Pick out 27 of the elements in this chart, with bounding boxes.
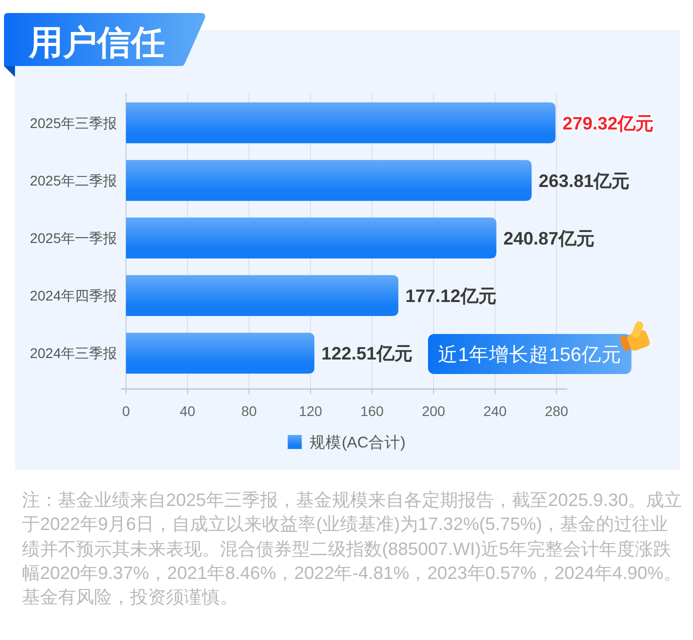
y-tick-label: 2025年二季报 — [30, 172, 117, 188]
bar — [126, 332, 314, 374]
bar — [126, 275, 398, 316]
x-tick-label: 280 — [544, 403, 568, 419]
x-tick-label: 200 — [422, 403, 446, 419]
chart-title: 用户信任 — [28, 24, 165, 62]
y-tick-label: 2024年四季报 — [30, 288, 117, 304]
x-tick-label: 240 — [483, 403, 507, 419]
data-label: 279.32亿元 — [562, 113, 654, 134]
bar — [126, 102, 556, 144]
data-label: 122.51亿元 — [321, 344, 412, 364]
annotation: 近1年增长超156亿元 — [438, 344, 622, 366]
bar — [126, 218, 496, 258]
data-label: 177.12亿元 — [405, 286, 496, 306]
bar — [126, 160, 532, 201]
x-tick-label: 40 — [180, 403, 196, 419]
x-tick-label: 120 — [298, 403, 322, 419]
y-tick-label: 2025年三季报 — [30, 114, 117, 131]
data-label: 263.81亿元 — [538, 170, 630, 191]
text: 注：基金业绩来自2025年三季报，基金规模来自各定期报告，截至2025.9.30。成立于2022年9月6日，自成立以来收益率(业绩基准)为17.32%(5.75%)，基金的过往业绩并不预示其未来表现。混合债券型二级指数(885007.WI)近5年完整会计年度涨跌幅2020年9.37%，2021年8.46%，2022年-4.81%，2023年0.57%，2024年4.90%。基金有风险，投资须谨慎。 — [22, 489, 684, 610]
y-tick-label: 2024年三季报 — [30, 345, 117, 362]
y-tick-label: 2025年一季报 — [30, 230, 117, 246]
x-tick-label: 160 — [360, 403, 384, 419]
data-label: 240.87亿元 — [503, 228, 594, 248]
x-tick-label: 80 — [241, 403, 258, 419]
x-tick-label: 0 — [122, 403, 130, 419]
legend-label: 规模(AC合计) — [310, 434, 406, 452]
